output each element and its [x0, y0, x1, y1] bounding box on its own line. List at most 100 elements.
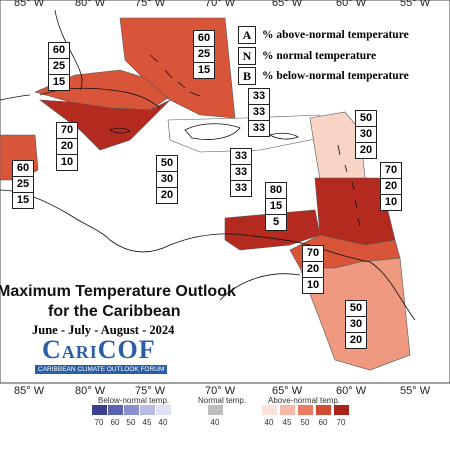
longitude-label: 75° W: [135, 385, 166, 397]
box-normal: 20: [57, 139, 77, 155]
colorbar-tick-label: 60: [318, 418, 328, 427]
colorbar-swatch: [298, 405, 313, 415]
legend-below: B % below-normal temperature: [238, 66, 409, 86]
box-normal: 33: [249, 105, 269, 121]
caricof-subtitle: CARIBBEAN CLIMATE OUTLOOK FORUM: [35, 365, 168, 374]
colorbar-tick-label: 70: [94, 418, 104, 427]
box-hispaniola: 33 33 33: [248, 88, 270, 137]
colorbar-swatch: [316, 405, 331, 415]
box-normal: 25: [194, 47, 214, 63]
box-abc: 80 15 5: [265, 182, 287, 231]
title-line2: for the Caribbean: [48, 303, 181, 320]
coast-lesser-antilles: [337, 144, 361, 227]
title-line1: Maximum Temperature Outlook: [0, 283, 236, 300]
box-leeward: 50 30 20: [355, 110, 377, 159]
box-above: 50: [356, 111, 376, 127]
longitude-label: 55° W: [400, 0, 431, 9]
box-below: 15: [197, 64, 211, 76]
caricof-logo: CariCOF: [42, 335, 156, 364]
longitude-label: 70° W: [205, 385, 236, 397]
colorbar-swatch: [262, 405, 277, 415]
box-above: 70: [381, 163, 401, 179]
coast-south-america: [169, 233, 416, 321]
longitude-label: 70° W: [205, 0, 236, 9]
longitude-label: 65° W: [272, 0, 303, 9]
colorbar-below-title: Below-normal temp.: [98, 396, 170, 405]
box-normal: 20: [381, 179, 401, 195]
legend-key-above: A: [238, 26, 256, 44]
colorbar-tick-label: 40: [158, 418, 168, 427]
colorbar-above-title: Above-normal temp.: [268, 396, 341, 405]
box-above: 70: [303, 246, 323, 262]
longitude-label: 60° W: [336, 0, 367, 9]
box-hispaniola-south: 33 33 33: [230, 148, 252, 197]
box-normal: 30: [346, 317, 366, 333]
colorbar-tick-label: 45: [142, 418, 152, 427]
longitude-label: 85° W: [14, 0, 45, 9]
colorbar-swatch: [334, 405, 349, 415]
box-above: 33: [249, 89, 269, 105]
colorbar-tick-label: 45: [282, 418, 292, 427]
colorbar-swatch: [156, 405, 171, 415]
box-below: 15: [16, 194, 30, 206]
box-normal: 30: [356, 127, 376, 143]
box-below: 20: [160, 189, 174, 201]
box-below: 10: [384, 196, 398, 208]
box-guianas: 50 30 20: [345, 300, 367, 349]
box-cuba-west: 60 25 15: [48, 42, 70, 91]
box-bahamas: 60 25 15: [193, 30, 215, 79]
legend-text-below: % below-normal temperature: [262, 70, 409, 82]
region-cuba-jamaica: [39, 99, 171, 151]
legend-key-normal: N: [238, 47, 256, 65]
box-jamaica-south: 50 30 20: [156, 155, 178, 204]
colorbar-tick-label: 50: [300, 418, 310, 427]
box-above: 60: [194, 31, 214, 47]
coast-florida: [54, 9, 83, 91]
box-windward: 70 20 10: [380, 162, 402, 211]
colorbar-normal-title: Normal temp.: [198, 396, 247, 405]
longitude-label: 55° W: [400, 385, 431, 397]
box-normal: 25: [49, 59, 69, 75]
season-label: June - July - August - 2024: [32, 323, 175, 337]
coast-puerto-rico: [269, 132, 299, 140]
legend-normal: N % normal temperature: [238, 46, 376, 66]
box-normal: 30: [157, 172, 177, 188]
colorbar-swatch: [280, 405, 295, 415]
box-normal: 20: [303, 262, 323, 278]
colorbar-swatch: [124, 405, 139, 415]
box-above: 60: [13, 161, 33, 177]
colorbar-swatch: [92, 405, 107, 415]
box-below: 33: [234, 182, 248, 194]
box-above: 80: [266, 183, 286, 199]
longitude-label: 85° W: [14, 385, 45, 397]
colorbar-tick-label: 40: [264, 418, 274, 427]
colorbar-swatch: [140, 405, 155, 415]
box-above: 50: [157, 156, 177, 172]
box-below: 5: [272, 216, 280, 228]
legend-above: A % above-normal temperature: [238, 25, 409, 45]
box-below: 33: [252, 122, 266, 134]
box-below: 10: [60, 156, 74, 168]
colorbar-tick-label: 60: [110, 418, 120, 427]
box-cuba-jamaica: 70 20 10: [56, 122, 78, 171]
legend-text-normal: % normal temperature: [262, 50, 377, 62]
box-above: 33: [231, 149, 251, 165]
longitude-label: 80° W: [75, 385, 106, 397]
box-above: 70: [57, 123, 77, 139]
coast-hispaniola: [184, 123, 241, 140]
colorbar-swatch: [208, 405, 223, 415]
box-below: 20: [359, 144, 373, 156]
box-normal: 15: [266, 199, 286, 215]
longitude-label: 80° W: [75, 0, 106, 9]
colorbar-tick-label: 40: [210, 418, 220, 427]
box-above: 50: [346, 301, 366, 317]
box-above: 60: [49, 43, 69, 59]
box-normal: 25: [13, 177, 33, 193]
legend-text-above: % above-normal temperature: [262, 29, 409, 41]
colorbar-swatch: [108, 405, 123, 415]
coast-jamaica: [109, 127, 131, 134]
coast-gulf: [0, 94, 31, 101]
colorbar-tick-label: 50: [126, 418, 136, 427]
coast-venezuela-interior: [219, 273, 301, 301]
